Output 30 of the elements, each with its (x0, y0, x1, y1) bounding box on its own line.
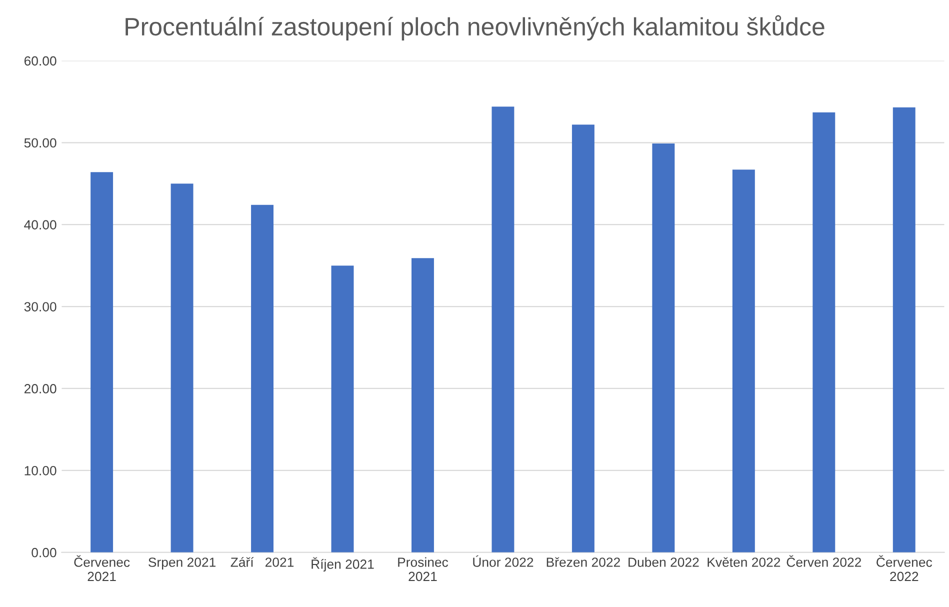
bar (412, 258, 434, 552)
x-tick-label: Únor 2022 (473, 555, 534, 567)
y-tick-label: 10.00 (24, 466, 56, 476)
x-tick-label: Září 2021 (230, 557, 294, 567)
bar (170, 184, 194, 552)
bar (90, 172, 114, 552)
bar (732, 170, 755, 552)
y-tick-label: 30.00 (24, 302, 56, 312)
y-tick-label: 0.00 (32, 548, 56, 558)
bar (251, 204, 274, 552)
x-tick-label: Červenec 2022 (876, 555, 932, 582)
bar (572, 124, 594, 552)
bar (892, 107, 916, 552)
x-tick-label: Červen 2022 (786, 555, 862, 567)
x-tick-label: Květen 2022 (708, 557, 780, 567)
bar (812, 112, 836, 552)
y-tick-label: 20.00 (24, 384, 56, 394)
y-tick-label: 50.00 (24, 138, 56, 148)
bar (652, 143, 675, 552)
y-tick-label: 40.00 (24, 220, 56, 230)
chart-title: Procentuální zastoupení ploch neovlivněných kalamitou škůdce (126, 15, 824, 41)
y-tick-label: 60.00 (24, 56, 56, 66)
x-tick-label: Říjen 2021 (312, 557, 374, 572)
x-tick-label: Duben 2022 (628, 557, 699, 567)
x-tick-label: Srpen 2021 (148, 558, 216, 570)
x-tick-label: Březen 2022 (546, 557, 620, 567)
bar (331, 266, 354, 552)
bar (492, 106, 514, 552)
x-tick-label: Prosinec 2021 (398, 557, 448, 582)
x-tick-label: Červenec 2021 (74, 555, 130, 582)
